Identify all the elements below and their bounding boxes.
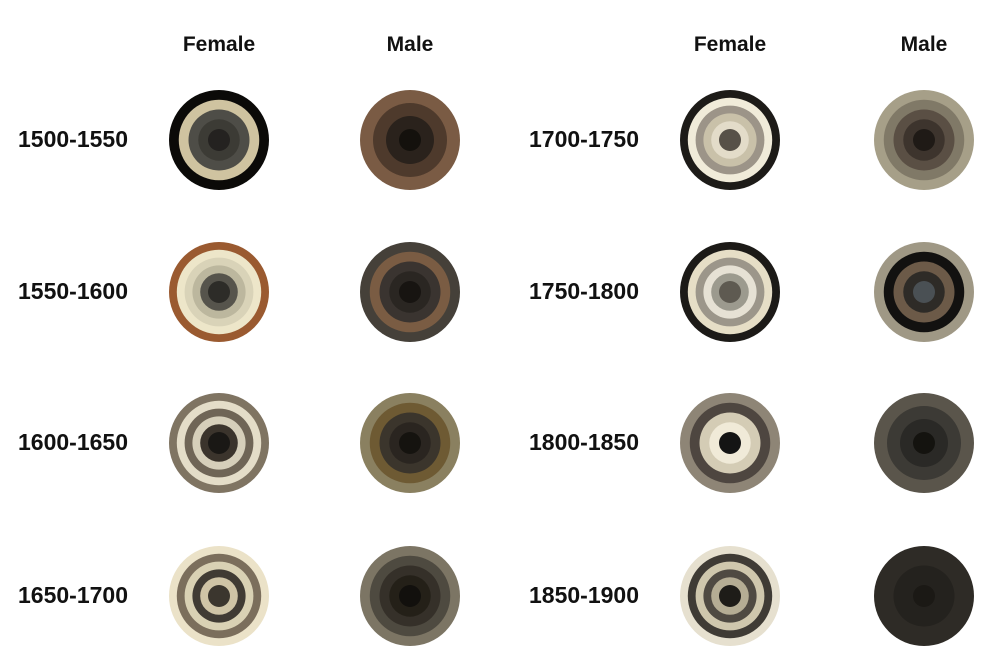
female-ring-1850-1900 bbox=[680, 546, 780, 646]
male-ring-1850-1900-band-3 bbox=[913, 585, 935, 607]
period-label-1850-1900: 1850-1900 bbox=[529, 582, 639, 608]
female-ring-1800-1850-band-5 bbox=[719, 432, 741, 454]
period-label-1600-1650: 1600-1650 bbox=[18, 429, 128, 455]
male-ring-1500-1550-band-4 bbox=[399, 129, 421, 151]
header-left-female: Female bbox=[182, 33, 256, 56]
female-ring-1850-1900-band-6 bbox=[719, 585, 741, 607]
period-label-1700-1750: 1700-1750 bbox=[529, 126, 639, 152]
female-ring-1750-1800 bbox=[680, 242, 780, 342]
period-label-1550-1600: 1550-1600 bbox=[18, 278, 128, 304]
male-ring-1500-1550 bbox=[360, 90, 460, 190]
male-ring-1800-1850 bbox=[874, 393, 974, 493]
male-ring-1550-1600-band-5 bbox=[399, 281, 421, 303]
female-ring-1550-1600-band-6 bbox=[208, 281, 230, 303]
female-ring-1550-1600 bbox=[169, 242, 269, 342]
header-right-female: Female bbox=[693, 33, 767, 56]
male-ring-1750-1800 bbox=[874, 242, 974, 342]
male-ring-1550-1600 bbox=[360, 242, 460, 342]
female-ring-1650-1700 bbox=[169, 546, 269, 646]
male-ring-1850-1900 bbox=[874, 546, 974, 646]
male-ring-1800-1850-band-4 bbox=[913, 432, 935, 454]
period-label-1650-1700: 1650-1700 bbox=[18, 582, 128, 608]
female-ring-1800-1850 bbox=[680, 393, 780, 493]
female-ring-1500-1550 bbox=[169, 90, 269, 190]
male-ring-1700-1750-band-5 bbox=[913, 129, 935, 151]
female-ring-1750-1800-band-6 bbox=[719, 281, 741, 303]
male-ring-1600-1650 bbox=[360, 393, 460, 493]
female-ring-1700-1750-band-6 bbox=[719, 129, 741, 151]
male-ring-1650-1700 bbox=[360, 546, 460, 646]
female-ring-1600-1650-band-6 bbox=[208, 432, 230, 454]
female-ring-1650-1700-band-6 bbox=[208, 585, 230, 607]
period-label-1750-1800: 1750-1800 bbox=[529, 278, 639, 304]
header-right-male: Male bbox=[900, 33, 948, 56]
female-ring-1700-1750 bbox=[680, 90, 780, 190]
period-label-1800-1850: 1800-1850 bbox=[529, 429, 639, 455]
female-ring-1600-1650 bbox=[169, 393, 269, 493]
female-ring-1500-1550-band-5 bbox=[208, 129, 230, 151]
male-ring-1600-1650-band-5 bbox=[399, 432, 421, 454]
male-ring-1700-1750 bbox=[874, 90, 974, 190]
male-ring-1750-1800-band-5 bbox=[913, 281, 935, 303]
male-ring-1650-1700-band-5 bbox=[399, 585, 421, 607]
header-left-male: Male bbox=[386, 33, 434, 56]
period-label-1500-1550: 1500-1550 bbox=[18, 126, 128, 152]
